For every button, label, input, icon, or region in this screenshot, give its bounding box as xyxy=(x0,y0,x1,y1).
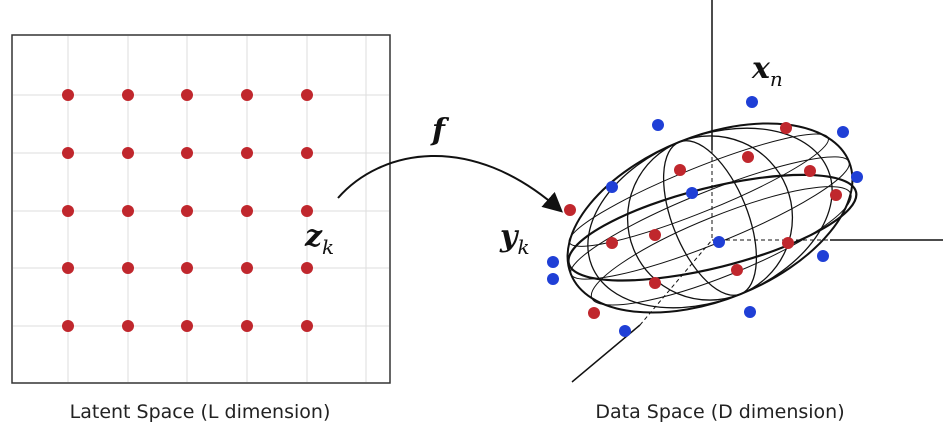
latent-point xyxy=(241,205,253,217)
data-point xyxy=(606,181,618,193)
latent-point xyxy=(181,320,193,332)
data-point xyxy=(837,126,849,138)
latent-point xyxy=(122,147,134,159)
model-point xyxy=(731,264,743,276)
data-point xyxy=(851,171,863,183)
data-point xyxy=(547,256,559,268)
latent-point xyxy=(62,89,74,101)
label-subscript: k xyxy=(517,235,529,259)
model-point xyxy=(830,189,842,201)
data-point xyxy=(547,273,559,285)
label-subscript: k xyxy=(322,235,334,259)
data-point xyxy=(713,236,725,248)
model-point-label: yk xyxy=(499,219,530,259)
latent-point xyxy=(62,205,74,217)
model-point xyxy=(782,237,794,249)
data-point xyxy=(686,187,698,199)
data-point-label: xn xyxy=(751,51,783,91)
data-point xyxy=(817,250,829,262)
label-base: z xyxy=(304,219,323,254)
model-point xyxy=(564,204,576,216)
latent-point xyxy=(301,147,313,159)
latent-point xyxy=(241,89,253,101)
label-subscript: n xyxy=(770,67,783,91)
latent-point xyxy=(181,89,193,101)
latent-point xyxy=(62,147,74,159)
latent-point xyxy=(301,205,313,217)
model-point xyxy=(674,164,686,176)
data-point xyxy=(619,325,631,337)
latent-point xyxy=(62,262,74,274)
model-point xyxy=(742,151,754,163)
model-point xyxy=(649,277,661,289)
latent-point xyxy=(301,89,313,101)
latent-point xyxy=(301,320,313,332)
model-point xyxy=(649,229,661,241)
data-point xyxy=(746,96,758,108)
latent-point xyxy=(62,320,74,332)
latent-point xyxy=(241,262,253,274)
model-point xyxy=(780,122,792,134)
data-caption: Data Space (D dimension) xyxy=(595,401,844,423)
mapping-arrow xyxy=(338,156,560,210)
latent-caption: Latent Space (L dimension) xyxy=(70,401,331,423)
mapping-label: f xyxy=(430,113,450,148)
latent-point xyxy=(122,205,134,217)
data-space xyxy=(537,0,943,382)
latent-point xyxy=(241,147,253,159)
model-point xyxy=(804,165,816,177)
latent-point xyxy=(122,320,134,332)
model-point xyxy=(606,237,618,249)
latent-point xyxy=(122,89,134,101)
model-point xyxy=(588,307,600,319)
latent-point xyxy=(122,262,134,274)
latent-point xyxy=(241,320,253,332)
latent-point xyxy=(301,262,313,274)
latent-point xyxy=(181,147,193,159)
data-point xyxy=(652,119,664,131)
figure: f zk yk xn Latent Space (L dimension) Da… xyxy=(0,0,943,433)
data-point xyxy=(744,306,756,318)
latent-point xyxy=(181,262,193,274)
latent-space xyxy=(12,35,390,383)
latent-point-label: zk xyxy=(304,219,334,259)
label-base: x xyxy=(751,51,771,86)
latent-point xyxy=(181,205,193,217)
